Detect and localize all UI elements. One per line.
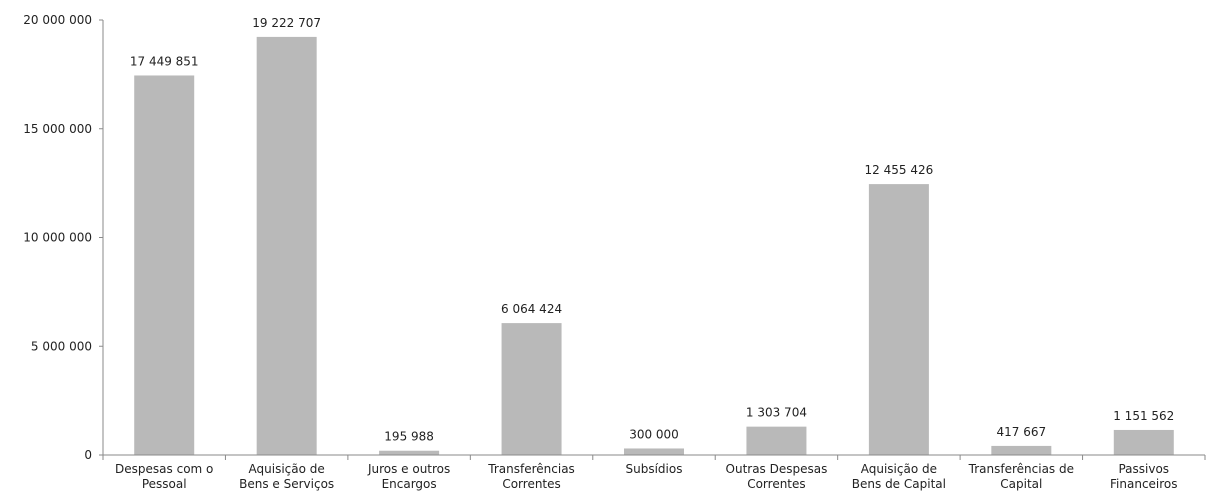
data-label: 1 151 562 xyxy=(1113,409,1174,423)
bar xyxy=(624,448,684,455)
bar xyxy=(991,445,1052,455)
x-tick-label-line: Capital xyxy=(1000,477,1042,491)
y-tick-label: 5 000 000 xyxy=(31,339,92,353)
x-tick-label-line: Despesas com o xyxy=(115,462,213,476)
x-tick-label-line: Bens de Capital xyxy=(852,477,946,491)
bar xyxy=(379,450,440,455)
bars: 17 449 851 19 222 707 195 988 6 064 424 300 … xyxy=(130,16,1174,455)
data-label: 300 000 xyxy=(629,427,679,441)
x-tick-label-line: Bens e Serviços xyxy=(239,477,334,491)
x-tick-label: Despesas com o Pessoal xyxy=(115,462,213,491)
y-tick-label: 15 000 000 xyxy=(23,122,92,136)
data-label: 1 303 704 xyxy=(746,406,807,420)
x-tick-label-line: Aquisição de xyxy=(249,462,325,476)
y-tick-label: 0 xyxy=(84,448,92,462)
bar xyxy=(256,36,317,455)
x-tick-label-line: Aquisição de xyxy=(861,462,937,476)
x-tick-label-line: Subsídios xyxy=(626,462,683,476)
x-tick-label-line: Transferências de xyxy=(968,462,1074,476)
x-tick-label-line: Outras Despesas xyxy=(726,462,828,476)
x-tick-label-line: Passivos xyxy=(1118,462,1169,476)
data-label: 19 222 707 xyxy=(252,16,321,30)
data-label: 6 064 424 xyxy=(501,302,562,316)
x-tick-label: Aquisição de Bens de Capital xyxy=(852,462,946,491)
x-tick-label-line: Transferências xyxy=(487,462,575,476)
x-tick-label-line: Correntes xyxy=(502,477,560,491)
x-tick-label: Subsídios xyxy=(626,462,683,476)
x-tick-label: Transferências de Capital xyxy=(968,462,1074,491)
x-tick-label: Juros e outros Encargos xyxy=(367,462,450,491)
x-tick-label-line: Pessoal xyxy=(142,477,187,491)
y-axis: 0 5 000 000 10 000 000 15 000 000 20 000 000 xyxy=(23,13,104,462)
bar xyxy=(501,323,562,455)
x-tick-label-line: Financeiros xyxy=(1110,477,1178,491)
y-tick-label: 10 000 000 xyxy=(23,231,92,245)
x-tick-label: Passivos Financeiros xyxy=(1110,462,1178,491)
x-tick-label: Outras Despesas Correntes xyxy=(726,462,828,491)
x-tick-label-line: Juros e outros xyxy=(367,462,450,476)
bar xyxy=(868,184,929,455)
data-label: 195 988 xyxy=(384,430,434,444)
x-tick-label: Transferências Correntes xyxy=(487,462,575,491)
data-label: 12 455 426 xyxy=(865,163,934,177)
x-tick-label-line: Encargos xyxy=(382,477,437,491)
data-label: 417 667 xyxy=(997,425,1047,439)
y-tick-label: 20 000 000 xyxy=(23,13,92,27)
data-label: 17 449 851 xyxy=(130,54,199,68)
bar xyxy=(746,426,807,455)
x-tick-label-line: Correntes xyxy=(747,477,805,491)
bar xyxy=(1113,429,1174,455)
x-tick-label: Aquisição de Bens e Serviços xyxy=(239,462,334,491)
bar xyxy=(134,75,195,455)
